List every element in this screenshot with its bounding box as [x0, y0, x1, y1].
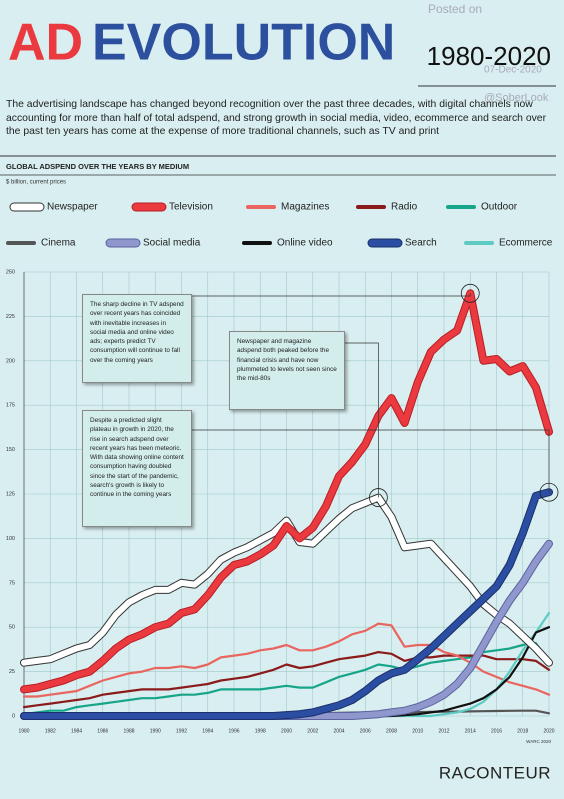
- y-tick-label: 175: [6, 403, 15, 409]
- chart-heading: GLOBAL ADSPEND OVER THE YEARS BY MEDIUM: [6, 162, 189, 171]
- annotation: The sharp decline in TV adspend over rec…: [82, 294, 192, 383]
- leader-line: [192, 429, 550, 493]
- x-tick-label: 2012: [438, 728, 449, 734]
- legend-label: Online video: [277, 238, 333, 249]
- x-tick-label: 1998: [255, 728, 266, 734]
- leader-line: [192, 293, 471, 297]
- watermark: @SoberLook: [484, 92, 549, 104]
- title-evolution: EVOLUTION: [92, 14, 395, 72]
- y-tick-label: 125: [6, 491, 15, 497]
- line: [21, 290, 552, 693]
- leader-line: [345, 342, 379, 498]
- highlight-circle: [460, 283, 480, 303]
- x-tick-label: 2006: [360, 728, 371, 734]
- x-tick-label: 2018: [517, 728, 528, 734]
- source: WARC 2020: [526, 739, 551, 744]
- y-tick-label: 150: [6, 447, 15, 453]
- brand: RACONTEUR: [439, 763, 551, 782]
- legend-label: Search: [405, 238, 437, 249]
- x-tick-label: 1992: [176, 728, 187, 734]
- x-tick-label: 2004: [333, 728, 344, 734]
- legend-label: Magazines: [281, 202, 329, 213]
- watermark: Posted on: [428, 2, 482, 16]
- units: $ billion, current prices: [6, 180, 66, 186]
- x-tick-label: 2010: [412, 728, 423, 734]
- legend-label: Television: [169, 202, 213, 213]
- x-tick-label: 1988: [123, 728, 134, 734]
- x-tick-label: 1994: [202, 728, 213, 734]
- y-tick-label: 25: [9, 669, 15, 675]
- line: [21, 494, 552, 666]
- x-tick-label: 1986: [97, 728, 108, 734]
- x-tick-label: 2002: [307, 728, 318, 734]
- line: [22, 622, 551, 698]
- x-tick-label: 1980: [18, 728, 29, 734]
- legend-label: Cinema: [41, 238, 76, 249]
- y-tick-label: 50: [9, 625, 15, 631]
- title-ad: AD: [8, 14, 83, 72]
- y-tick-label: 100: [6, 536, 15, 542]
- intro: The advertising landscape has changed be…: [6, 99, 547, 137]
- line: [22, 651, 551, 709]
- legend-label: Ecommerce: [499, 238, 553, 249]
- x-tick-label: 2000: [281, 728, 292, 734]
- watermark: 07-Dec-2020: [484, 65, 542, 76]
- legend-label: Social media: [143, 238, 201, 249]
- plot: [20, 289, 553, 720]
- x-tick-label: 1984: [71, 728, 82, 734]
- x-tick-label: 1990: [150, 728, 161, 734]
- highlight-circle: [368, 488, 388, 507]
- y-tick-label: 200: [6, 358, 15, 364]
- x-tick-label: 2016: [491, 728, 502, 734]
- y-tick-label: 225: [6, 314, 15, 320]
- y-tick-label: 75: [9, 580, 15, 586]
- line: [21, 489, 552, 719]
- legend-label: Newspaper: [47, 202, 98, 213]
- legend-label: Outdoor: [481, 202, 518, 213]
- period: 1980-2020: [427, 41, 551, 71]
- highlight-circle: [539, 482, 559, 502]
- y-tick-label: 250: [6, 269, 15, 275]
- x-tick-label: 2014: [465, 728, 476, 734]
- y-tick-label: 0: [12, 713, 15, 719]
- x-tick-label: 2008: [386, 728, 397, 734]
- annotation: Newspaper and magazine adspend both peak…: [229, 331, 345, 410]
- x-tick-label: 1982: [45, 728, 56, 734]
- legend-label: Radio: [391, 202, 418, 213]
- x-tick-label: 2020: [543, 728, 554, 734]
- annotation: Despite a predicted slight plateau in gr…: [82, 410, 192, 527]
- x-tick-label: 1996: [228, 728, 239, 734]
